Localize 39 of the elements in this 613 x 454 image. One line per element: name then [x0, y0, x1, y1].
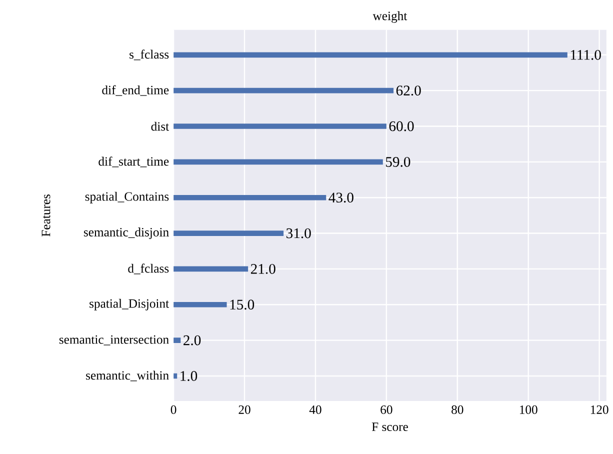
- y-tick-label: s_fclass: [130, 50, 169, 60]
- data-label: 60.0: [389, 121, 414, 132]
- bar: [174, 52, 568, 58]
- data-label: 1.0: [180, 371, 198, 382]
- y-tick-label: dif_end_time: [102, 85, 169, 96]
- x-tick-label: 80: [452, 406, 464, 414]
- x-tick-label: 120: [590, 406, 608, 414]
- y-tick-label: d_fclass: [128, 264, 169, 274]
- bar: [174, 88, 394, 94]
- data-label: 31.0: [286, 228, 311, 238]
- bar: [174, 302, 227, 308]
- data-label: 111.0: [570, 50, 601, 60]
- y-tick-label: spatial_Contains: [85, 192, 169, 204]
- y-tick-label: dist: [151, 122, 169, 131]
- y-axis-title: Features: [42, 194, 50, 237]
- bar: [174, 338, 181, 344]
- x-tick-label: 0: [170, 406, 176, 414]
- y-tick-label: semantic_disjoin: [84, 228, 169, 240]
- x-tick-label: 60: [380, 406, 392, 414]
- y-tick-label: semantic_intersection: [59, 335, 169, 346]
- data-label: 2.0: [184, 335, 201, 346]
- bar: [174, 230, 284, 236]
- chart-title: weight: [372, 11, 408, 23]
- bar: [174, 124, 386, 130]
- data-label: 62.0: [396, 86, 421, 96]
- x-axis-title: F score: [372, 422, 408, 432]
- x-tick-label: 100: [520, 406, 538, 414]
- data-label: 59.0: [386, 157, 410, 167]
- bar: [174, 266, 248, 272]
- data-label: 21.0: [250, 264, 276, 274]
- data-label: 43.0: [328, 192, 354, 203]
- data-label: 15.0: [230, 300, 254, 310]
- bar: [174, 195, 326, 200]
- y-tick-label: semantic_within: [86, 370, 169, 382]
- x-tick-label: 20: [238, 406, 250, 414]
- y-tick-label: dif_start_time: [98, 156, 169, 168]
- y-tick-label: spatial_Disjoint: [90, 299, 170, 310]
- x-tick-label: 40: [309, 406, 322, 414]
- bar: [174, 159, 383, 165]
